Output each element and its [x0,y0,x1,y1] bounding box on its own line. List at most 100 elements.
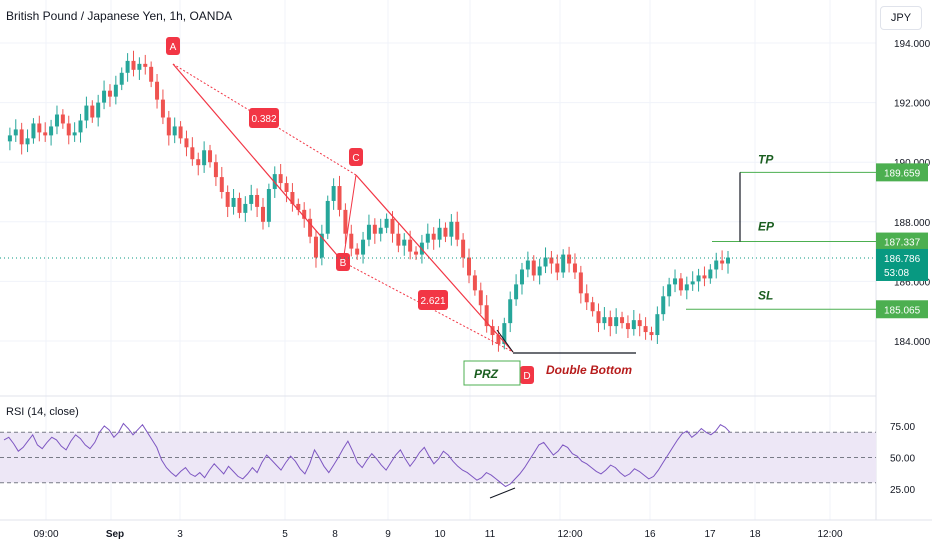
candle-body [143,63,148,67]
time-axis[interactable]: 09:00 Sep 3 5 8 9 10 11 12:00 16 17 18 12:00 [33,529,842,540]
candle-body [13,129,18,136]
candle-body [572,263,577,273]
candle-body [266,189,271,222]
rsi-tick-label: 25.00 [890,485,915,496]
candle-body [184,138,189,148]
candle-body [708,269,713,279]
candle-body [637,320,642,327]
ep-price-tag-text: 187.337 [884,238,921,249]
currency-button[interactable]: JPY [880,6,922,30]
price-axis[interactable]: 184.000186.000188.000190.000192.000194.0… [876,39,931,348]
candle-body [149,66,154,82]
candle-body [408,239,413,252]
candle-body [478,290,483,306]
candle-body [343,209,348,234]
candle-body [243,203,248,213]
candle-body [443,227,448,237]
xa-leg [172,63,344,263]
candle-body [166,117,171,136]
time-tick-label: 5 [282,529,288,540]
time-tick-label: 10 [434,529,446,540]
candle-body [49,126,54,136]
candle-body [66,123,71,136]
candle-body [514,284,519,300]
candle-body [208,150,213,163]
sl-price-tag-bg [876,300,928,319]
harmonic-pattern: A B C D 0.382 2.621 Double Bottom PRZ [166,37,636,386]
price-candles [7,50,730,352]
sl-price-tag-text: 185.065 [884,305,921,316]
point-label-a: A [170,42,177,53]
candle-body [584,293,589,303]
candle-body [684,284,689,291]
candle-body [720,260,725,264]
point-marker-a [166,37,180,55]
time-tick-label: 12:00 [557,529,582,540]
candle-body [437,227,442,240]
price-tick-label: 184.000 [894,337,931,348]
ratio-label: 2.621 [420,296,445,307]
candle-body [60,114,65,124]
candle-body [608,317,613,327]
candle-body [366,224,371,240]
candle-body [614,317,619,327]
price-tick-label: 194.000 [894,39,931,50]
candle-body [102,90,107,103]
tp-label: TP [758,152,774,166]
point-label-c: C [352,153,359,164]
candle-body [631,320,636,330]
cd-leg [355,174,514,353]
candle-body [620,317,625,324]
time-tick-label: 9 [385,529,391,540]
candle-body [131,60,136,70]
candle-body [84,105,89,121]
tp-price-tag-bg [876,163,928,182]
candle-body [461,239,466,258]
point-label-d: D [523,371,530,382]
rsi-divergence-line [489,487,516,499]
candle-body [225,192,230,207]
candle-body [155,81,160,100]
candle-body [543,257,548,267]
candle-body [172,126,177,136]
current-price-tag-text: 53:08 [884,268,909,279]
candle-body [43,132,48,136]
candle-body [667,284,672,297]
candle-body [178,126,183,139]
candle-body [690,281,695,285]
candle-body [160,99,165,118]
candle-body [602,317,607,324]
candle-body [137,63,142,70]
candle-body [355,248,360,255]
time-tick-label: 12:00 [817,529,842,540]
candle-body [508,299,513,324]
point-marker-c [349,148,363,166]
candle-body [549,257,554,264]
candle-body [372,224,377,234]
candle-body [649,332,654,336]
point-marker-b [336,253,350,271]
double-bottom-label: Double Bottom [546,363,632,377]
candle-body [31,123,36,139]
candle-body [260,206,265,222]
time-tick-label: 18 [749,529,761,540]
candle-body [7,135,12,142]
candle-body [643,326,648,333]
prz-label: PRZ [474,367,499,381]
candle-body [625,323,630,330]
rsi-panel: 75.00 50.00 25.00 [0,422,915,499]
candle-body [567,254,572,264]
candle-body [337,186,342,210]
tp-price-tag-text: 189.659 [884,168,921,179]
candle-body [231,197,236,207]
candle-body [678,278,683,291]
time-tick-label: Sep [106,529,124,540]
candle-body [325,200,330,234]
candle-body [196,159,201,166]
candle-body [72,132,77,136]
rsi-title: RSI (14, close) [6,406,79,418]
candle-body [219,177,224,192]
candle-body [78,120,83,133]
candle-body [54,114,59,127]
candle-body [455,221,460,240]
